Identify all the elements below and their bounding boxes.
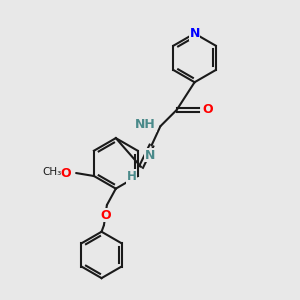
Text: O: O	[100, 208, 111, 222]
Text: CH₃: CH₃	[42, 167, 61, 177]
Text: N: N	[189, 27, 200, 40]
Text: O: O	[60, 167, 71, 179]
Text: O: O	[202, 103, 213, 116]
Text: N: N	[145, 148, 155, 161]
Text: H: H	[127, 170, 136, 183]
Text: NH: NH	[135, 118, 156, 131]
